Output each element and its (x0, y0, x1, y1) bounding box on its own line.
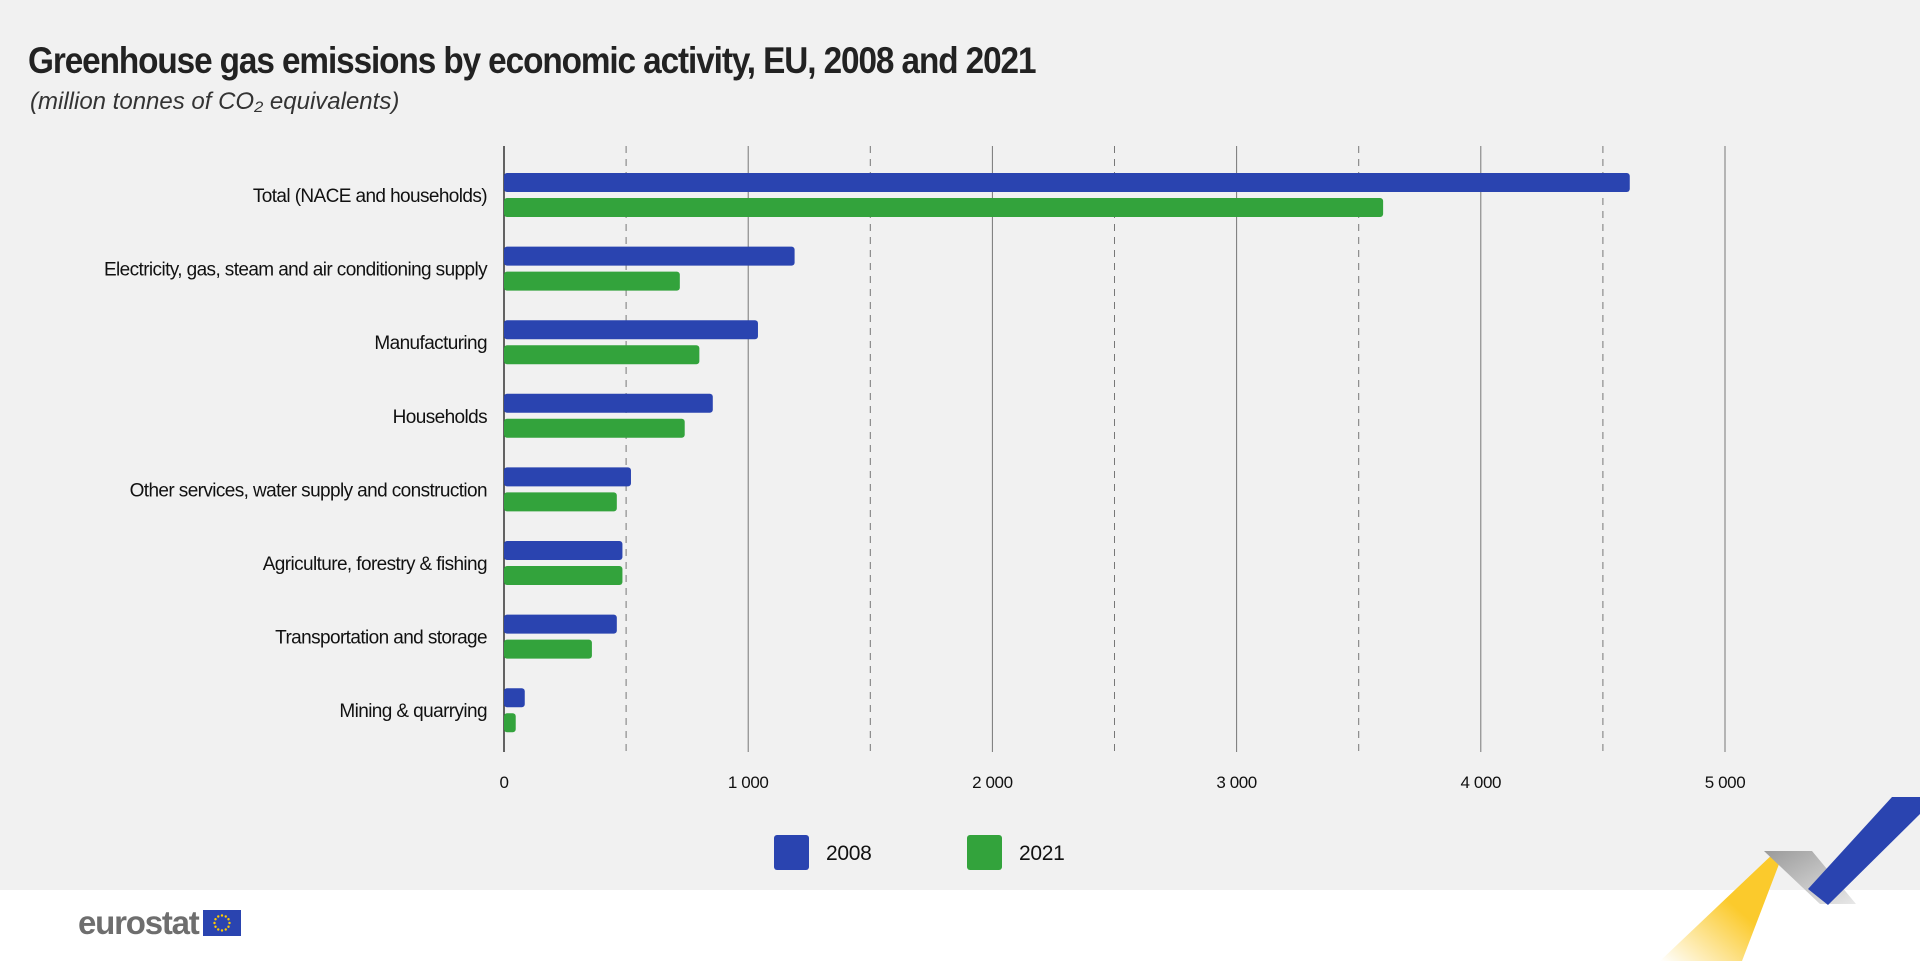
bar-2021 (504, 418, 685, 438)
chart-subtitle: (million tonnes of CO₂ equivalents) (30, 88, 400, 115)
bar-2008 (504, 393, 713, 413)
bar-2021 (504, 713, 516, 733)
category-label: Other services, water supply and constru… (130, 480, 487, 501)
bar-2008 (504, 541, 623, 560)
x-tick-label: 0 (499, 773, 508, 792)
decorative-swoosh (1660, 797, 1920, 961)
eurostat-logo: eurostat (78, 903, 241, 943)
bar-2021 (504, 639, 592, 659)
x-tick-label: 5 000 (1705, 773, 1746, 792)
legend-label: 2021 (1019, 842, 1065, 865)
category-labels: Total (NACE and households) Electricity, … (104, 186, 489, 722)
bar-2008 (504, 467, 631, 487)
legend-label: 2008 (826, 842, 872, 865)
chart-title: Greenhouse gas emissions by economic act… (28, 40, 1037, 81)
legend-swatch-2021 (967, 835, 1002, 870)
bars (504, 173, 1630, 733)
bar-2008 (504, 614, 617, 634)
x-tick-label: 3 000 (1216, 773, 1257, 792)
x-axis-tick-labels: 0 1 000 2 000 3 000 4 000 5 000 (499, 773, 1745, 792)
bar-2008 (504, 688, 525, 708)
category-label: Electricity, gas, steam and air conditio… (104, 260, 488, 281)
x-tick-label: 2 000 (972, 773, 1013, 792)
x-tick-label: 4 000 (1461, 773, 1502, 792)
bar-2008 (504, 246, 795, 266)
x-tick-label: 1 000 (728, 773, 769, 792)
legend-swatch-2008 (774, 835, 809, 870)
bar-chart: Total (NACE and households) Electricity, … (104, 146, 1746, 870)
bar-2008 (504, 320, 758, 340)
bar-2008 (504, 173, 1630, 192)
bar-2021 (504, 271, 680, 291)
category-label: Mining & quarrying (339, 701, 487, 722)
eu-flag-icon (202, 910, 241, 936)
bar-2021 (504, 198, 1384, 217)
category-label: Total (NACE and households) (253, 186, 487, 207)
grid-lines (503, 146, 1726, 752)
bar-2021 (504, 345, 700, 365)
category-label: Transportation and storage (275, 628, 487, 649)
category-label: Households (393, 407, 487, 428)
bar-2021 (504, 492, 617, 512)
category-label: Agriculture, forestry & fishing (263, 554, 487, 575)
bar-2021 (504, 566, 623, 585)
logo-text: eurostat (78, 904, 200, 941)
category-label: Manufacturing (374, 333, 487, 354)
chart-panel (0, 0, 1920, 890)
legend: 2008 2021 (774, 835, 1065, 870)
